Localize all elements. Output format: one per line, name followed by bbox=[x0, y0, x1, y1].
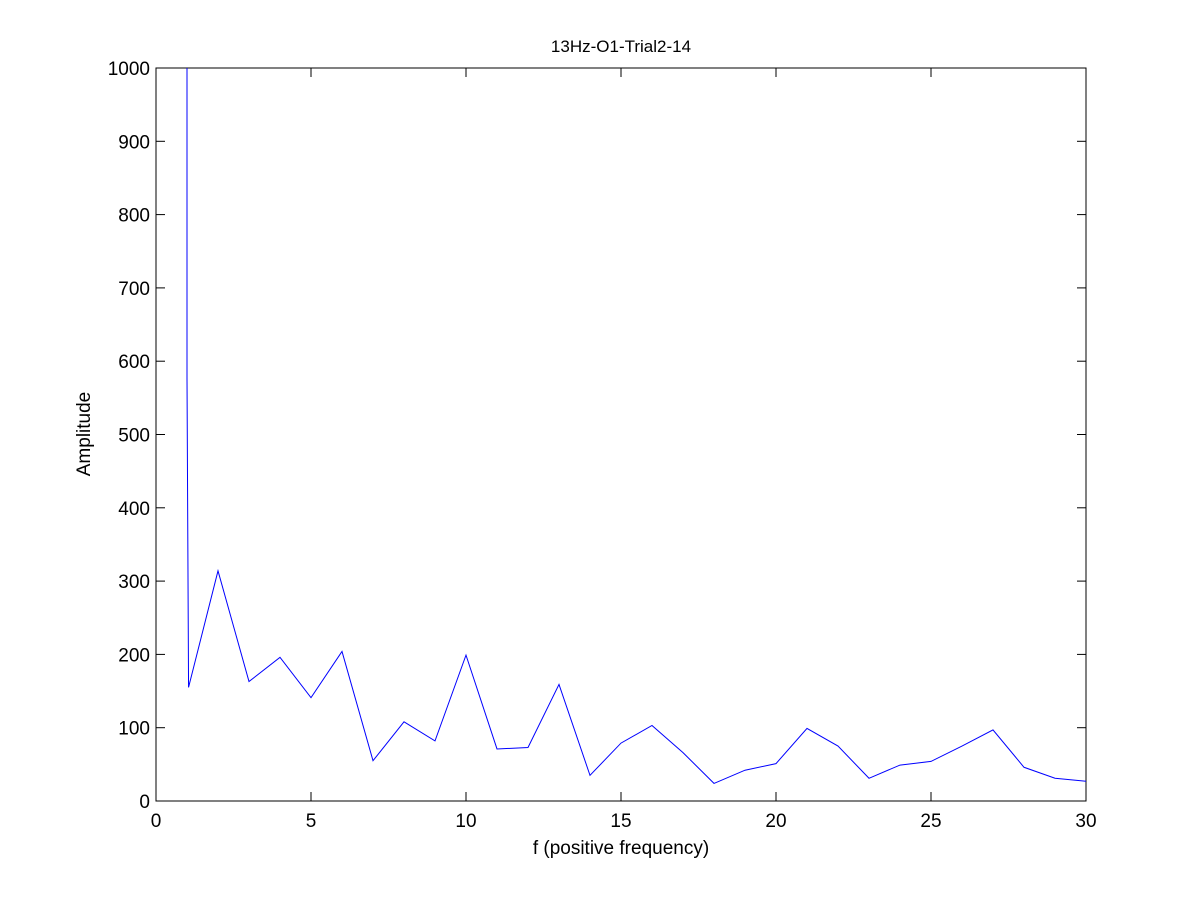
series-layer bbox=[186, 68, 1087, 785]
y-tick-label: 200 bbox=[118, 645, 150, 666]
y-axis-ticks: 0 100 200 300 400 500 600 700 800 900 1000 bbox=[108, 59, 1086, 813]
y-tick-label: 900 bbox=[118, 132, 150, 153]
series-line-0 bbox=[186, 68, 1087, 785]
x-axis-label: f (positive frequency) bbox=[533, 838, 709, 859]
y-tick-label: 800 bbox=[118, 206, 150, 227]
x-tick-label: 5 bbox=[306, 811, 317, 832]
y-tick-label: 600 bbox=[118, 352, 150, 373]
x-tick-label: 10 bbox=[455, 811, 476, 832]
y-tick-label: 500 bbox=[118, 426, 150, 447]
chart-title: 13Hz-O1-Trial2-14 bbox=[551, 37, 691, 56]
y-tick-label: 700 bbox=[118, 279, 150, 300]
x-axis-ticks: 0 5 10 15 20 25 30 bbox=[151, 68, 1097, 832]
y-tick-label: 0 bbox=[139, 792, 150, 813]
y-tick-label: 100 bbox=[118, 719, 150, 740]
y-tick-label: 300 bbox=[118, 572, 150, 593]
y-tick-label: 1000 bbox=[108, 59, 150, 80]
x-tick-label: 0 bbox=[151, 811, 162, 832]
plot-area bbox=[155, 67, 1087, 802]
x-tick-label: 15 bbox=[610, 811, 631, 832]
x-tick-label: 30 bbox=[1075, 811, 1096, 832]
x-tick-label: 25 bbox=[920, 811, 941, 832]
y-tick-label: 400 bbox=[118, 499, 150, 520]
x-tick-label: 20 bbox=[765, 811, 786, 832]
y-axis-label: Amplitude bbox=[74, 392, 95, 477]
